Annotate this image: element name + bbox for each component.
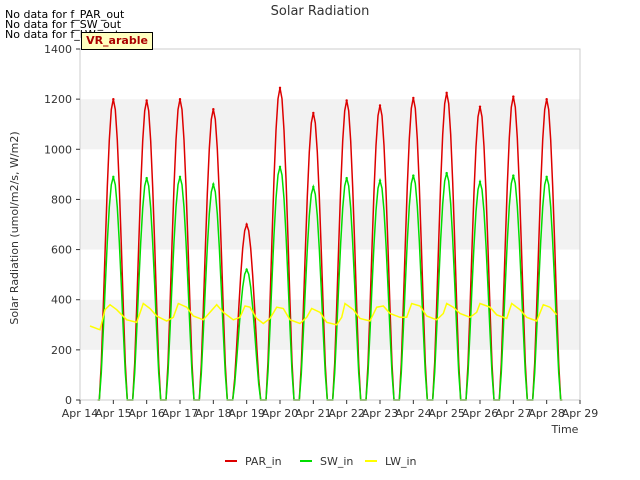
y-tick-label: 200 [51,344,72,357]
y-tick-label: 600 [51,244,72,257]
site-tag: VR_arable [81,32,153,50]
peak-point-par-in [345,99,348,102]
grid-band [80,199,580,250]
x-tick-label: Apr 26 [462,407,499,420]
grid-band [80,149,580,200]
legend-label: SW_in [320,455,353,468]
y-tick-label: 1400 [44,43,72,56]
x-axis-label: Time [551,423,579,436]
peak-point-par-in [312,111,315,115]
site-tag-label: VR_arable [86,34,148,47]
peak-point-par-in [212,107,215,111]
peak-point-sw-in [312,185,315,189]
grid-bands [80,49,580,400]
peak-point-sw-in [178,175,182,179]
series-line-lw-in [89,302,558,331]
grid-band [80,49,580,100]
x-tick-label: Apr 27 [495,407,532,420]
x-tick-label: Apr 18 [195,407,232,420]
legend-label: LW_in [385,455,417,468]
peak-point-sw-in [112,175,115,179]
peak-point-par-in [445,91,448,95]
y-tick-label: 800 [51,193,72,206]
x-tick-label: Apr 24 [395,407,432,420]
peak-point-par-in [112,97,115,101]
x-tick-label: Apr 23 [362,407,399,420]
x-tick-label: Apr 14 [62,407,99,420]
y-axis-label: Solar Radiation (umol/m2/s, W/m2) [8,131,21,324]
peak-point-sw-in [278,165,282,169]
peak-point-sw-in [545,175,548,179]
y-tick-label: 1000 [44,143,72,156]
peak-point-par-in [478,105,482,108]
peak-point-sw-in [445,171,448,175]
legend-label: PAR_in [245,455,282,468]
no-data-note-par: No data for f_PAR_out [5,8,125,21]
peak-point-sw-in [212,183,215,186]
x-tick-label: Apr 25 [428,407,465,420]
x-tick-label: Apr 17 [162,407,199,420]
grid-band [80,299,580,350]
x-tick-label: Apr 20 [262,407,299,420]
x-tick-label: Apr 21 [295,407,332,420]
grid-band [80,249,580,300]
peak-point-sw-in [512,174,515,177]
no-data-note-sw: No data for f_SW_out [5,18,122,31]
y-tick-label: 1200 [44,93,72,106]
peak-point-par-in [512,95,515,98]
peak-point-par-in [245,223,248,226]
peak-point-par-in [545,97,548,101]
peak-point-sw-in [245,268,248,271]
peak-point-par-in [178,97,182,101]
x-tick-label: Apr 15 [95,407,132,420]
peak-point-sw-in [412,174,415,177]
peak-point-sw-in [478,180,482,184]
peak-point-sw-in [145,176,148,180]
x-tick-label: Apr 22 [328,407,365,420]
peak-point-par-in [378,104,382,107]
peak-point-sw-in [378,179,382,182]
x-tick-label: Apr 28 [528,407,565,420]
y-tick-label: 400 [51,294,72,307]
peak-point-par-in [412,96,415,100]
peak-point-par-in [145,99,148,102]
x-tick-label: Apr 29 [562,407,599,420]
grid-band [80,349,580,400]
x-tick-label: Apr 19 [228,407,265,420]
peak-point-sw-in [345,176,348,180]
peak-point-par-in [278,86,282,90]
grid-band [80,99,580,150]
y-tick-label: 0 [65,394,72,407]
y-axis: 0 200 400 600 800 1000 1200 1400 [44,43,80,407]
chart-title: Solar Radiation [271,4,370,19]
legend: PAR_in SW_in LW_in [225,455,417,468]
plot-frame [79,48,581,401]
x-tick-label: Apr 16 [128,407,165,420]
